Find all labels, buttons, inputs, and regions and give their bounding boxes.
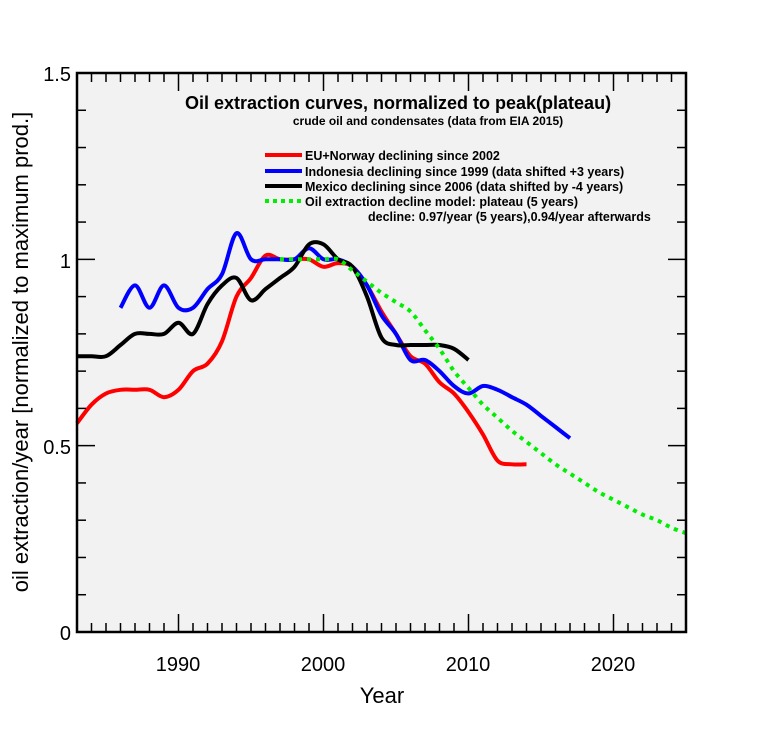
x-tick-label-2000: 2000 <box>301 654 346 676</box>
y-tick-label-1-5: 1.5 <box>43 64 71 86</box>
legend: EU+Norway declining since 2002 Indonesia… <box>265 149 651 224</box>
x-tick-label-1990: 1990 <box>156 654 201 676</box>
y-axis-title: oil extraction/year [normalized to maxim… <box>8 112 33 593</box>
legend-label-eu-norway: EU+Norway declining since 2002 <box>305 149 500 163</box>
y-tick-label-1: 1 <box>60 251 71 273</box>
y-tick-label-0-5: 0.5 <box>43 437 71 459</box>
series-layer <box>75 231 687 536</box>
x-tick-label-2010: 2010 <box>446 654 491 676</box>
legend-label-indonesia: Indonesia declining since 1999 (data shi… <box>305 165 624 179</box>
x-tick-label-2020: 2020 <box>591 654 636 676</box>
series-line-3 <box>280 256 687 536</box>
legend-label-model-decline: decline: 0.97/year (5 years),0.94/year a… <box>368 210 651 224</box>
plot-frame <box>75 71 688 634</box>
legend-label-mexico: Mexico declining since 2006 (data shifte… <box>305 180 623 194</box>
y-tick-label-0: 0 <box>60 623 71 645</box>
x-axis-title: Year <box>360 683 404 708</box>
chart-subtitle: crude oil and condensates (data from EIA… <box>293 114 563 128</box>
chart-title: Oil extraction curves, normalized to pea… <box>185 93 611 113</box>
legend-label-model: Oil extraction decline model: plateau (5… <box>305 195 578 209</box>
y-tick-labels: 0 0.5 1 1.5 <box>43 64 71 645</box>
x-tick-labels: 1990 2000 2010 2020 <box>156 654 636 676</box>
series-line-2 <box>77 240 470 362</box>
plot-background <box>77 73 686 632</box>
